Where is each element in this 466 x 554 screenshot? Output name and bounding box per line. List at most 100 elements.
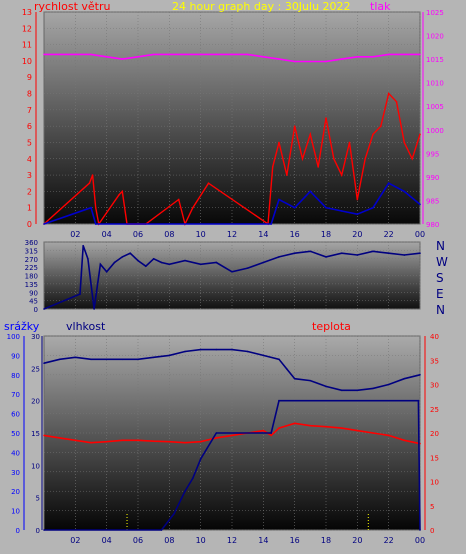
series-direction-point (79, 293, 81, 295)
series-wind-avg-point (293, 206, 296, 209)
direction-y-tick-label: 45 (29, 298, 38, 306)
series-teplota-point (403, 439, 406, 442)
humidity-y-tick-label: 10 (31, 462, 40, 470)
series-tlak-point (184, 53, 186, 56)
series-vlhkost-point (231, 348, 233, 351)
series-srážky-point (419, 529, 421, 531)
series-wind-gust-point (278, 141, 280, 144)
series-teplota-point (184, 441, 186, 444)
series-srážky-point (160, 529, 163, 531)
series-wind-avg-point (278, 198, 280, 201)
pressure-y-tick-label: 980 (426, 221, 439, 229)
series-wind-gust-point (325, 117, 327, 119)
bot-x-tick-label: 06 (133, 536, 143, 545)
series-direction-point (129, 252, 131, 254)
series-direction-point (93, 308, 95, 310)
humidity-label: vlhkost (66, 320, 106, 333)
series-direction-point (121, 256, 124, 258)
series-tlak-point (231, 53, 233, 56)
temperature-y-tick-label: 10 (430, 479, 439, 487)
top-x-tick-label: 10 (196, 230, 206, 239)
rain-y-tick-label: 30 (11, 469, 20, 477)
series-direction-point (87, 257, 89, 260)
graph-title: 24 hour graph day : 30Julu 2022 (172, 0, 351, 13)
series-wind-gust-point (333, 157, 335, 160)
series-wind-gust-point (271, 166, 274, 168)
series-direction-point (231, 270, 233, 273)
series-tlak-point (215, 53, 218, 56)
series-vlhkost-point (387, 383, 390, 386)
series-vlhkost-point (58, 358, 61, 361)
series-vlhkost-point (309, 379, 312, 382)
series-wind-gust-point (411, 157, 413, 160)
top-x-tick-label: 00 (415, 230, 425, 239)
series-tlak-point (152, 53, 155, 56)
rain-y-tick-label: 100 (7, 333, 20, 341)
direction-y-tick-label: 90 (29, 289, 38, 297)
series-direction-point (246, 267, 249, 269)
rain-y-tick-label: 20 (11, 488, 20, 496)
series-tlak-point (58, 53, 61, 56)
series-wind-gust-point (177, 198, 180, 201)
series-vlhkost-point (278, 358, 280, 361)
series-wind-gust-point (293, 125, 296, 127)
series-teplota-point (105, 440, 108, 443)
series-direction-point (99, 263, 102, 266)
series-srážky-point (184, 490, 186, 493)
wind-y-tick-label: 8 (27, 90, 32, 99)
wind-y-tick-label: 6 (27, 122, 32, 131)
series-direction-point (340, 252, 343, 254)
series-wind-avg-point (356, 213, 359, 216)
series-vlhkost-point (262, 354, 265, 357)
pressure-label: tlak (370, 0, 391, 13)
series-srážky-point (192, 477, 194, 480)
compass-s: S (436, 271, 444, 285)
series-vlhkost-point (293, 377, 296, 380)
series-teplota-point (231, 434, 233, 437)
humidity-y-tick-label: 15 (31, 430, 40, 438)
series-wind-avg-point (403, 190, 406, 193)
series-wind-avg-point (340, 210, 343, 212)
series-teplota (43, 422, 421, 445)
rain-y-tick-label: 50 (11, 430, 20, 438)
series-wind-avg-point (325, 206, 327, 209)
series-vlhkost-point (246, 350, 249, 353)
series-direction-point (199, 263, 202, 266)
rain-label: srážky (4, 320, 40, 333)
bot-x-tick-label: 12 (227, 536, 237, 545)
wind-y-tick-label: 13 (22, 8, 32, 17)
wind-y-tick-label: 9 (27, 73, 32, 82)
series-vlhkost-point (325, 385, 327, 388)
series-teplota-point (340, 427, 343, 429)
humidity-y-tick-label: 30 (31, 333, 40, 341)
series-wind-gust-point (395, 100, 398, 103)
series-tlak-point (356, 55, 359, 58)
humidity-y-tick-label: 25 (31, 365, 40, 373)
series-tlak-point (121, 58, 124, 60)
series-wind-gust-point (317, 166, 319, 168)
series-teplota-point (58, 437, 61, 439)
series-teplota-point (387, 434, 390, 437)
series-direction-point (82, 244, 84, 247)
temperature-y-tick-label: 25 (430, 406, 439, 414)
series-tlak-point (325, 60, 327, 63)
series-wind-gust-point (364, 157, 366, 160)
series-tlak-point (246, 53, 249, 56)
series-wind-gust-point (419, 133, 421, 136)
series-teplota-point (356, 429, 359, 432)
bot-x-tick-label: 08 (164, 536, 174, 545)
series-direction-point (403, 254, 406, 256)
rain-y-tick-label: 70 (11, 391, 20, 399)
series-wind-gust-point (387, 92, 390, 95)
series-teplota-point (121, 439, 124, 442)
series-srážky-point (278, 399, 280, 402)
series-wind-avg-point (270, 223, 272, 225)
series-direction-point (113, 261, 116, 264)
compass-n-top: N (436, 239, 445, 253)
series-teplota-point (168, 440, 171, 443)
series-srážky-point (270, 432, 272, 434)
bot-x-tick-label: 02 (70, 536, 80, 545)
temperature-y-tick-label: 30 (430, 382, 439, 390)
series-direction-point (293, 252, 296, 254)
